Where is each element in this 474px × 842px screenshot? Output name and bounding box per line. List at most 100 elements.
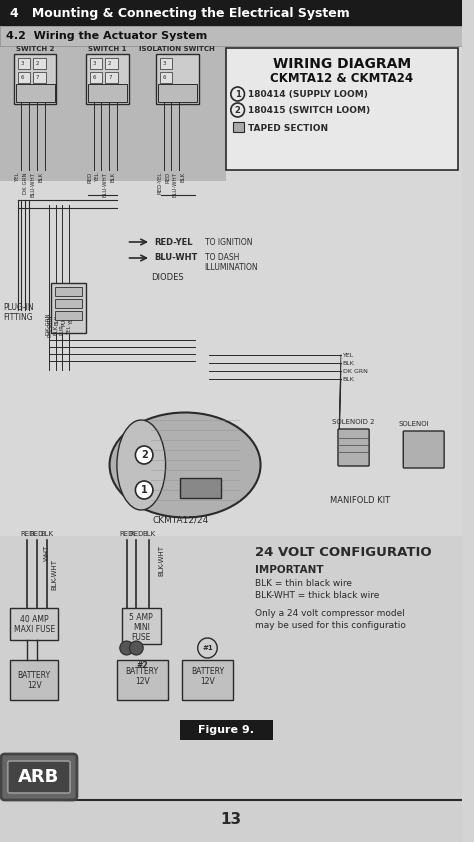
Text: 3: 3 <box>163 61 166 66</box>
FancyBboxPatch shape <box>0 26 462 46</box>
Text: PUR: PUR <box>62 315 67 326</box>
Text: BATTERY: BATTERY <box>18 670 51 679</box>
Text: BLK-WHT: BLK-WHT <box>52 559 58 590</box>
FancyBboxPatch shape <box>86 54 128 104</box>
Text: PUR: PUR <box>60 324 65 335</box>
Text: BLK: BLK <box>343 376 355 381</box>
Text: #2: #2 <box>137 661 148 670</box>
FancyBboxPatch shape <box>0 0 462 26</box>
FancyBboxPatch shape <box>180 720 273 740</box>
Text: 1: 1 <box>235 89 241 99</box>
FancyBboxPatch shape <box>226 48 458 170</box>
Text: BATTERY: BATTERY <box>191 668 224 676</box>
Text: YEL: YEL <box>343 353 354 358</box>
Text: 3: 3 <box>20 61 24 66</box>
FancyBboxPatch shape <box>14 54 56 104</box>
Text: BLK: BLK <box>40 531 53 537</box>
FancyBboxPatch shape <box>16 84 55 102</box>
Text: BLU-WHT: BLU-WHT <box>103 172 108 197</box>
Text: BLK: BLK <box>110 172 116 182</box>
Text: TO IGNITION: TO IGNITION <box>205 237 252 247</box>
Text: 180414 (SUPPLY LOOM): 180414 (SUPPLY LOOM) <box>248 89 368 99</box>
Text: BLU-WHT: BLU-WHT <box>31 172 36 197</box>
Text: 4   Mounting & Connecting the Electrical System: 4 Mounting & Connecting the Electrical S… <box>10 7 349 19</box>
Text: BLK: BLK <box>55 315 60 325</box>
Text: BLK-WHT = thick black wire: BLK-WHT = thick black wire <box>255 591 380 600</box>
Text: PLUG-IN: PLUG-IN <box>3 303 34 312</box>
Text: BLK: BLK <box>181 172 186 182</box>
FancyBboxPatch shape <box>117 660 167 700</box>
Text: YEL: YEL <box>15 172 20 182</box>
Text: 2: 2 <box>108 61 111 66</box>
Text: #1: #1 <box>202 645 213 651</box>
Text: RED: RED <box>30 531 44 537</box>
Text: ARB: ARB <box>18 768 60 786</box>
Ellipse shape <box>109 413 261 518</box>
FancyBboxPatch shape <box>0 46 226 181</box>
Text: BLK: BLK <box>143 531 155 537</box>
Text: 12V: 12V <box>27 680 41 690</box>
Text: RED: RED <box>129 531 144 537</box>
FancyBboxPatch shape <box>160 58 173 69</box>
Text: CKMTA12 & CKMTA24: CKMTA12 & CKMTA24 <box>270 72 413 84</box>
FancyBboxPatch shape <box>0 750 462 842</box>
Text: MAXI FUSE: MAXI FUSE <box>14 626 55 635</box>
Text: 24 VOLT CONFIGURATIO: 24 VOLT CONFIGURATIO <box>255 546 432 559</box>
FancyBboxPatch shape <box>180 478 221 498</box>
FancyBboxPatch shape <box>8 761 70 793</box>
Text: 2: 2 <box>141 450 147 460</box>
Text: 6: 6 <box>92 75 96 80</box>
Text: may be used for this configuratio: may be used for this configuratio <box>255 621 406 631</box>
Text: BLU-WHT: BLU-WHT <box>154 253 197 263</box>
Text: 2: 2 <box>36 61 39 66</box>
Text: MANIFOLD KIT: MANIFOLD KIT <box>330 495 391 504</box>
Text: 1: 1 <box>141 485 147 495</box>
FancyBboxPatch shape <box>122 608 161 644</box>
Text: MINI: MINI <box>133 622 150 632</box>
FancyBboxPatch shape <box>1 754 77 800</box>
FancyBboxPatch shape <box>233 122 245 132</box>
Text: FITTING: FITTING <box>3 313 33 322</box>
Text: BLK = thin black wire: BLK = thin black wire <box>255 579 352 589</box>
Text: TAPED SECTION: TAPED SECTION <box>248 124 328 132</box>
Text: 3: 3 <box>92 61 96 66</box>
Ellipse shape <box>117 420 165 510</box>
Text: CKMTA12/24: CKMTA12/24 <box>152 515 208 525</box>
Text: 2: 2 <box>235 105 241 115</box>
Text: DK GRN: DK GRN <box>343 369 368 374</box>
FancyBboxPatch shape <box>33 72 46 83</box>
Text: FUSE: FUSE <box>132 632 151 642</box>
Text: IMPORTANT: IMPORTANT <box>255 565 324 575</box>
FancyBboxPatch shape <box>160 72 173 83</box>
FancyBboxPatch shape <box>33 58 46 69</box>
FancyBboxPatch shape <box>105 58 118 69</box>
FancyBboxPatch shape <box>10 660 58 700</box>
Text: WIRING DIAGRAM: WIRING DIAGRAM <box>273 57 411 71</box>
FancyBboxPatch shape <box>18 72 30 83</box>
Text: BLK: BLK <box>343 360 355 365</box>
Text: 12V: 12V <box>135 678 150 686</box>
Text: Figure 9.: Figure 9. <box>198 725 254 735</box>
FancyBboxPatch shape <box>55 287 82 296</box>
Text: TO DASH: TO DASH <box>205 253 239 263</box>
Text: ISOLATION SWITCH: ISOLATION SWITCH <box>139 46 215 52</box>
FancyBboxPatch shape <box>90 72 102 83</box>
Text: SWITCH 2: SWITCH 2 <box>16 46 54 52</box>
FancyBboxPatch shape <box>0 46 462 746</box>
Text: YEL: YEL <box>67 325 72 335</box>
Text: ILLUMINATION: ILLUMINATION <box>205 263 258 271</box>
Text: 6: 6 <box>20 75 24 80</box>
Text: BLK: BLK <box>53 325 58 335</box>
Text: 4.2  Wiring the Actuator System: 4.2 Wiring the Actuator System <box>6 31 207 41</box>
Circle shape <box>129 641 143 655</box>
Text: 13: 13 <box>220 813 241 828</box>
Text: RED: RED <box>87 172 92 184</box>
Text: SOLENOI: SOLENOI <box>399 421 429 427</box>
Text: DK GRN: DK GRN <box>23 172 28 194</box>
FancyBboxPatch shape <box>156 54 199 104</box>
Text: RED-YEL: RED-YEL <box>154 237 192 247</box>
FancyBboxPatch shape <box>18 58 30 69</box>
Text: DK GRN: DK GRN <box>48 315 53 337</box>
Circle shape <box>198 638 217 658</box>
Text: BLU-WHT: BLU-WHT <box>173 172 178 197</box>
